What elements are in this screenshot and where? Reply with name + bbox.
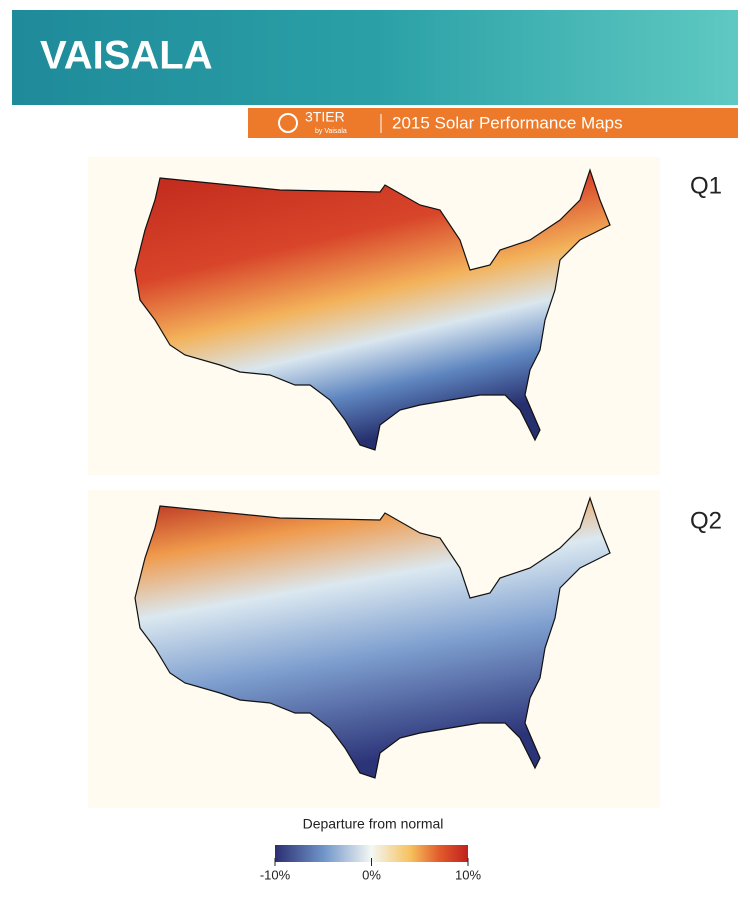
- logo-sub: by Vaisala: [315, 128, 347, 135]
- color-bar: [275, 845, 468, 862]
- banner: [12, 10, 738, 105]
- header-title: 2015 Solar Performance Maps: [392, 113, 623, 132]
- tick-label: 0%: [362, 867, 381, 882]
- title-bar: [248, 108, 738, 138]
- map-label: Q2: [690, 507, 722, 534]
- logo-icon: [278, 113, 298, 133]
- map-label: Q1: [690, 172, 722, 199]
- legend-title: Departure from normal: [303, 816, 444, 832]
- tick-label: -10%: [260, 867, 291, 882]
- brand: VAISALA: [40, 34, 213, 78]
- logo-text: 3TIER: [305, 109, 345, 125]
- tick-label: 10%: [455, 867, 481, 882]
